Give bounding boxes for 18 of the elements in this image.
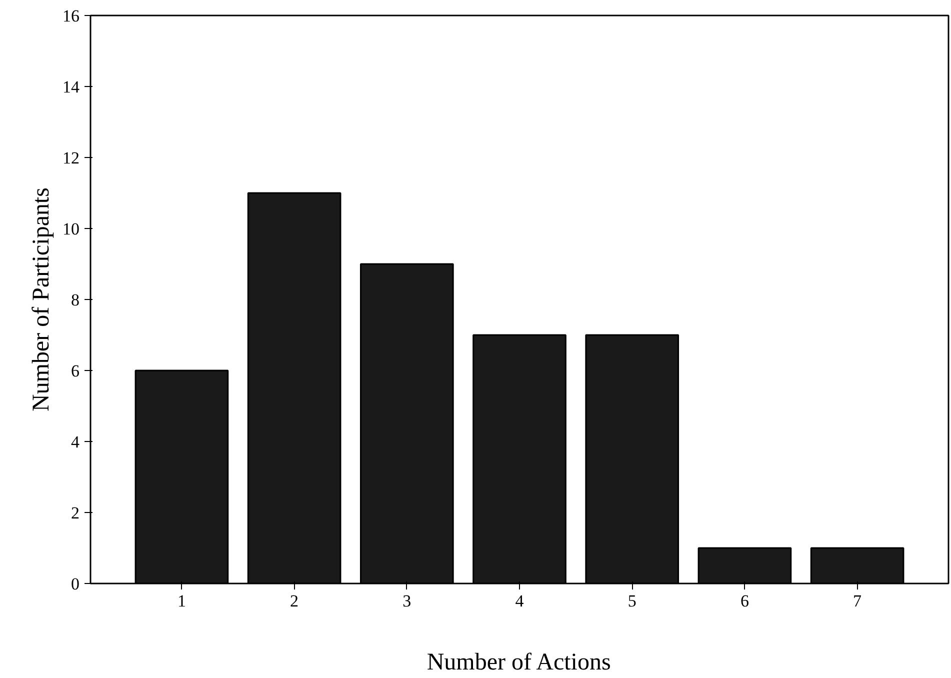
x-tick-label: 1 — [177, 592, 186, 610]
y-tick-label: 6 — [71, 362, 80, 380]
x-tick-label: 2 — [290, 592, 299, 610]
x-tick-label: 3 — [402, 592, 412, 610]
y-tick-label: 14 — [62, 78, 80, 96]
y-tick-label: 8 — [71, 290, 80, 310]
x-tick-label: 7 — [853, 592, 862, 610]
y-tick-label: 2 — [71, 504, 80, 522]
y-tick-label: 10 — [62, 220, 80, 238]
x-axis-title: Number of Actions — [426, 650, 611, 676]
x-tick-label: 5 — [628, 592, 636, 610]
x-tick-label: 4 — [515, 592, 524, 610]
y-tick-label: 16 — [62, 6, 80, 26]
x-tick-label: 6 — [740, 592, 749, 610]
y-tick-label: 12 — [62, 148, 80, 168]
y-axis-title: Number of Participants — [28, 188, 54, 412]
y-tick-label: 0 — [71, 574, 80, 594]
y-tick-label: 4 — [71, 432, 80, 452]
